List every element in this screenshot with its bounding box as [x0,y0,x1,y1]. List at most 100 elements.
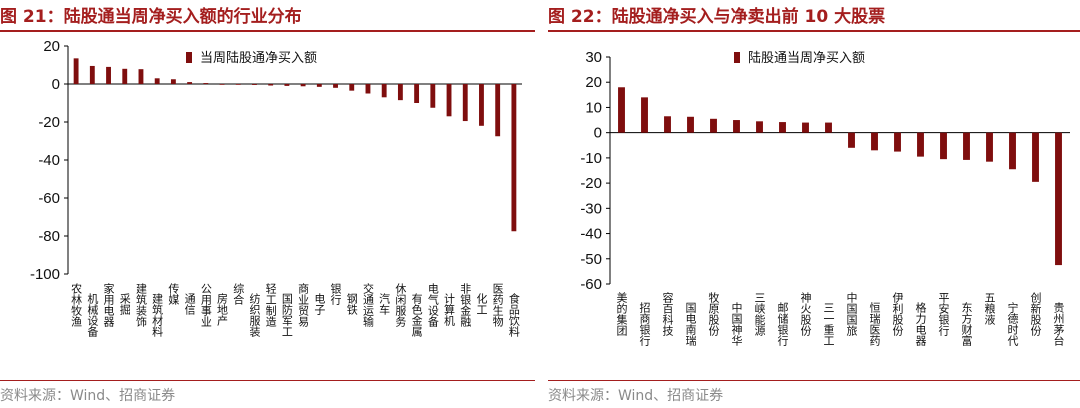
bar [462,84,468,122]
figure-title: 图 21：陆股通当周净买入额的行业分布 [0,7,302,27]
y-tick-label: -80 [38,228,60,245]
bar [802,122,809,133]
y-tick-label: -30 [580,200,602,217]
bar [106,66,111,84]
category-label: 有色金属 [410,292,423,338]
bar [138,69,144,84]
category-label: 综合 [232,282,245,305]
bar [756,121,763,133]
y-tick-label: -50 [580,251,602,268]
bar [333,84,338,88]
chart-right: 30 20 10 0 -10 -20 -30 -40 -50 -60 美的集团 招商银行 容百科技 国电南… [580,49,1070,347]
y-tick-label: -10 [580,150,602,167]
category-label: 食品饮料 [507,292,520,338]
bar [187,82,193,84]
category-label: 电气设备 [426,283,439,328]
category-label: 传媒 [167,283,180,306]
y-tick-label: 0 [594,125,602,142]
category-label: 机械设备 [86,292,99,338]
category-label: 纺织服装 [248,292,261,338]
bar [511,84,517,232]
bar [1009,132,1016,170]
bar [710,118,717,133]
source-rule [0,380,535,381]
bar [963,132,970,160]
bar [848,132,855,148]
bar [154,78,160,84]
category-label: 房地产 [216,293,229,327]
category-label: 三一重工 [822,302,835,346]
bar [618,87,625,133]
y-tick-label: 20 [585,74,602,91]
y-tick-label: 0 [52,76,60,93]
legend-swatch [734,52,740,63]
bar [446,84,452,117]
category-label: 化工 [475,292,488,315]
category-label: 电子 [313,293,326,315]
category-label: 计算机 [443,293,456,326]
chart-left: 20 0 -20 -40 -60 -80 -100 农林牧渔 机械设备 家用电器 采掘 建筑装饰 建筑材… [30,38,522,338]
bar [316,84,322,87]
source-note: 资料来源：Wind、招商证券 [548,388,724,404]
legend-label: 当周陆股通净买入额 [200,50,317,66]
category-label: 家用电器 [102,282,115,328]
bar [940,132,947,160]
category-label: 格力电器 [914,301,927,347]
bar [300,84,306,87]
category-label: 牧原股份 [707,291,720,337]
title-rule [548,30,1080,32]
bar [733,120,740,133]
source-rule [548,380,1080,381]
source-note: 资料来源：Wind、招商证券 [0,388,176,404]
category-label: 国防军工 [280,293,293,337]
category-label: 美的集团 [615,292,628,337]
y-tick-label: 10 [585,99,602,116]
bar [203,83,209,84]
bar [252,84,257,85]
y-tick-label: -40 [580,226,602,243]
bar [365,84,371,94]
category-label: 建筑装饰 [134,282,147,327]
category-label: 采掘 [118,293,131,316]
bar [825,122,832,133]
category-label: 非银金融 [459,283,472,328]
bar [397,84,403,101]
category-label: 中国神华 [730,302,743,346]
bar [170,79,176,84]
category-label: 通信 [183,293,196,316]
legend-swatch [186,52,192,63]
title-rule [0,30,535,32]
category-label: 医药生物 [491,283,504,327]
category-label: 容百科技 [661,291,674,337]
bar [219,84,225,85]
bar [430,84,436,108]
chart-panel-right: 图 22：陆股通净买入与净卖出前 10 大股票 30 20 10 0 -10 -20 -30… [548,0,1080,408]
chart-panel-left: 图 21：陆股通当周净买入额的行业分布 20 0 -20 -40 -60 -80 -100 农… [0,0,535,408]
category-label: 公用事业 [199,283,212,327]
bar [122,68,128,84]
bar [1055,132,1062,266]
bar [381,84,387,98]
category-label: 银行 [329,282,342,306]
category-label: 创新股份 [1029,292,1042,337]
category-label: 三峡能源 [753,292,766,337]
y-tick-label: 20 [43,38,60,55]
bar [641,97,648,133]
category-label: 宁德时代 [1006,301,1019,347]
y-tick-label: -100 [30,266,60,283]
bar [268,84,274,86]
y-tick-label: -20 [38,114,60,131]
bar [284,84,290,86]
category-label: 休闲服务 [394,283,407,327]
bar [235,84,241,85]
category-label: 招商银行 [638,301,651,347]
bar [495,84,501,137]
bar [986,132,993,162]
bar [73,58,79,84]
category-label: 贵州茅台 [1052,302,1065,346]
legend-label: 陆股通当周净买入额 [748,50,865,66]
category-label: 交通运输 [361,282,374,328]
category-label: 东方财富 [960,302,973,347]
figure-title: 图 22：陆股通净买入与净卖出前 10 大股票 [548,7,886,27]
bar [89,65,95,84]
